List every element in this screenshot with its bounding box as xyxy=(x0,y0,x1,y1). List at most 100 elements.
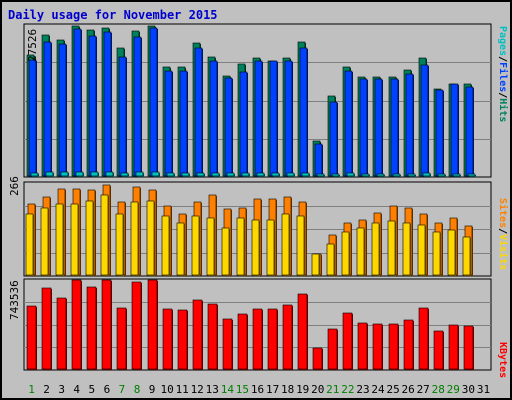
legend-pages: Pages xyxy=(497,26,508,57)
bar-files-15 xyxy=(239,71,248,177)
x-tick-10: 10 xyxy=(160,383,173,396)
bar-files-18 xyxy=(284,60,293,177)
bar-pages-19 xyxy=(301,172,310,177)
kbytes-ymax-label: 743536 xyxy=(8,280,21,320)
bar-visits-16 xyxy=(251,219,260,276)
kbytes-legend: KBytes xyxy=(497,342,508,378)
bar-visits-18 xyxy=(281,213,290,276)
bar-visits-8 xyxy=(130,201,139,276)
legend-kbytes: KBytes xyxy=(497,342,508,379)
bar-kbytes-24 xyxy=(372,323,383,370)
bar-kbytes-23 xyxy=(357,322,368,370)
x-tick-18: 18 xyxy=(281,383,294,396)
bar-files-8 xyxy=(133,36,142,177)
bar-files-1 xyxy=(28,59,37,177)
bar-visits-1 xyxy=(25,213,34,276)
bar-visits-10 xyxy=(161,215,170,276)
bar-visits-2 xyxy=(40,207,49,276)
bar-pages-29 xyxy=(452,173,461,177)
bar-visits-22 xyxy=(341,231,350,276)
x-tick-31: 31 xyxy=(477,383,490,396)
x-tick-16: 16 xyxy=(251,383,264,396)
legend-sites: Sites xyxy=(497,198,508,229)
bar-visits-27 xyxy=(417,224,426,276)
bar-files-6 xyxy=(103,31,112,177)
bar-files-4 xyxy=(73,28,82,177)
x-tick-11: 11 xyxy=(176,383,189,396)
bar-files-23 xyxy=(359,78,368,177)
bar-files-21 xyxy=(329,101,338,177)
bar-visits-17 xyxy=(266,219,275,276)
bar-kbytes-5 xyxy=(86,286,97,370)
bar-kbytes-2 xyxy=(41,287,52,370)
bar-kbytes-18 xyxy=(282,304,293,370)
bar-files-5 xyxy=(88,35,97,177)
bar-pages-10 xyxy=(166,172,175,177)
bar-files-30 xyxy=(465,86,474,177)
bar-files-20 xyxy=(314,143,323,177)
bar-files-9 xyxy=(149,27,158,177)
bar-pages-3 xyxy=(60,171,69,177)
bar-pages-1 xyxy=(30,172,39,177)
bar-pages-6 xyxy=(105,171,114,177)
bar-pages-2 xyxy=(45,171,54,177)
x-tick-2: 2 xyxy=(43,383,50,396)
bar-visits-23 xyxy=(356,227,365,276)
x-tick-19: 19 xyxy=(296,383,309,396)
x-tick-17: 17 xyxy=(266,383,279,396)
sites-ymax-label: 266 xyxy=(8,176,21,196)
x-tick-23: 23 xyxy=(356,383,369,396)
x-tick-20: 20 xyxy=(311,383,324,396)
bar-pages-4 xyxy=(75,171,84,177)
bar-kbytes-8 xyxy=(131,281,142,370)
legend-hits: Hits xyxy=(497,98,508,123)
bar-pages-21 xyxy=(331,173,340,177)
x-tick-9: 9 xyxy=(149,383,156,396)
sites-visits-legend: Sites/Visits xyxy=(497,198,508,270)
bar-visits-12 xyxy=(191,215,200,276)
bar-visits-24 xyxy=(371,222,380,276)
bar-visits-11 xyxy=(176,222,185,276)
bar-files-24 xyxy=(374,78,383,177)
bar-files-25 xyxy=(390,78,399,177)
x-tick-12: 12 xyxy=(191,383,204,396)
bar-visits-29 xyxy=(447,229,456,276)
bar-kbytes-7 xyxy=(116,307,127,370)
bar-files-10 xyxy=(164,70,173,177)
bar-kbytes-11 xyxy=(177,309,188,370)
bar-kbytes-28 xyxy=(433,330,444,370)
bar-visits-21 xyxy=(326,243,335,276)
bar-kbytes-27 xyxy=(418,307,429,370)
bar-kbytes-26 xyxy=(403,319,414,370)
bar-visits-28 xyxy=(432,231,441,276)
hits-ymax-label: 27526 xyxy=(26,28,39,62)
bar-visits-14 xyxy=(221,227,230,276)
x-tick-5: 5 xyxy=(88,383,95,396)
bar-pages-24 xyxy=(376,173,385,177)
bar-visits-7 xyxy=(115,213,124,276)
legend-files: Files xyxy=(497,62,508,93)
bar-visits-4 xyxy=(70,203,79,276)
bar-visits-6 xyxy=(100,194,109,276)
bar-visits-9 xyxy=(146,200,155,276)
x-tick-30: 30 xyxy=(462,383,475,396)
x-tick-28: 28 xyxy=(432,383,445,396)
bar-visits-30 xyxy=(462,236,471,276)
x-tick-14: 14 xyxy=(221,383,235,396)
bar-files-12 xyxy=(194,47,203,177)
bar-files-28 xyxy=(435,89,444,177)
bar-kbytes-20 xyxy=(312,347,323,370)
bar-pages-15 xyxy=(241,172,250,177)
bar-files-22 xyxy=(344,70,353,177)
x-tick-4: 4 xyxy=(73,383,80,396)
bar-pages-20 xyxy=(316,173,325,177)
bar-pages-28 xyxy=(437,173,446,177)
x-tick-13: 13 xyxy=(206,383,219,396)
bar-pages-14 xyxy=(226,172,235,177)
bar-visits-20 xyxy=(311,253,320,276)
bar-kbytes-25 xyxy=(388,323,399,370)
x-tick-15: 15 xyxy=(236,383,249,396)
bar-kbytes-13 xyxy=(207,303,218,370)
bar-files-11 xyxy=(179,70,188,177)
x-tick-27: 27 xyxy=(417,383,430,396)
